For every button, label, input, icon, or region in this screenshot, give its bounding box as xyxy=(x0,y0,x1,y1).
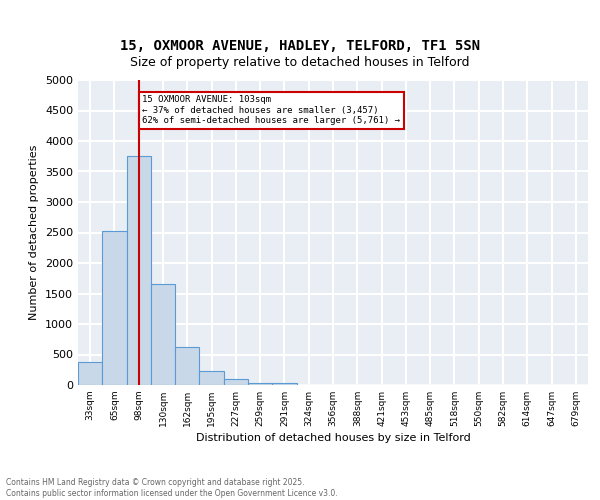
Bar xyxy=(272,382,296,385)
Text: Size of property relative to detached houses in Telford: Size of property relative to detached ho… xyxy=(130,56,470,69)
Bar xyxy=(78,362,102,385)
Bar xyxy=(102,230,127,385)
Bar xyxy=(127,156,151,385)
Y-axis label: Number of detached properties: Number of detached properties xyxy=(29,145,40,320)
Text: 15 OXMOOR AVENUE: 103sqm
← 37% of detached houses are smaller (3,457)
62% of sem: 15 OXMOOR AVENUE: 103sqm ← 37% of detach… xyxy=(142,95,400,125)
X-axis label: Distribution of detached houses by size in Telford: Distribution of detached houses by size … xyxy=(196,433,470,443)
Text: Contains HM Land Registry data © Crown copyright and database right 2025.
Contai: Contains HM Land Registry data © Crown c… xyxy=(6,478,338,498)
Bar xyxy=(175,347,199,385)
Bar xyxy=(248,382,272,385)
Text: 15, OXMOOR AVENUE, HADLEY, TELFORD, TF1 5SN: 15, OXMOOR AVENUE, HADLEY, TELFORD, TF1 … xyxy=(120,38,480,52)
Bar xyxy=(224,379,248,385)
Bar xyxy=(151,284,175,385)
Bar xyxy=(199,371,224,385)
